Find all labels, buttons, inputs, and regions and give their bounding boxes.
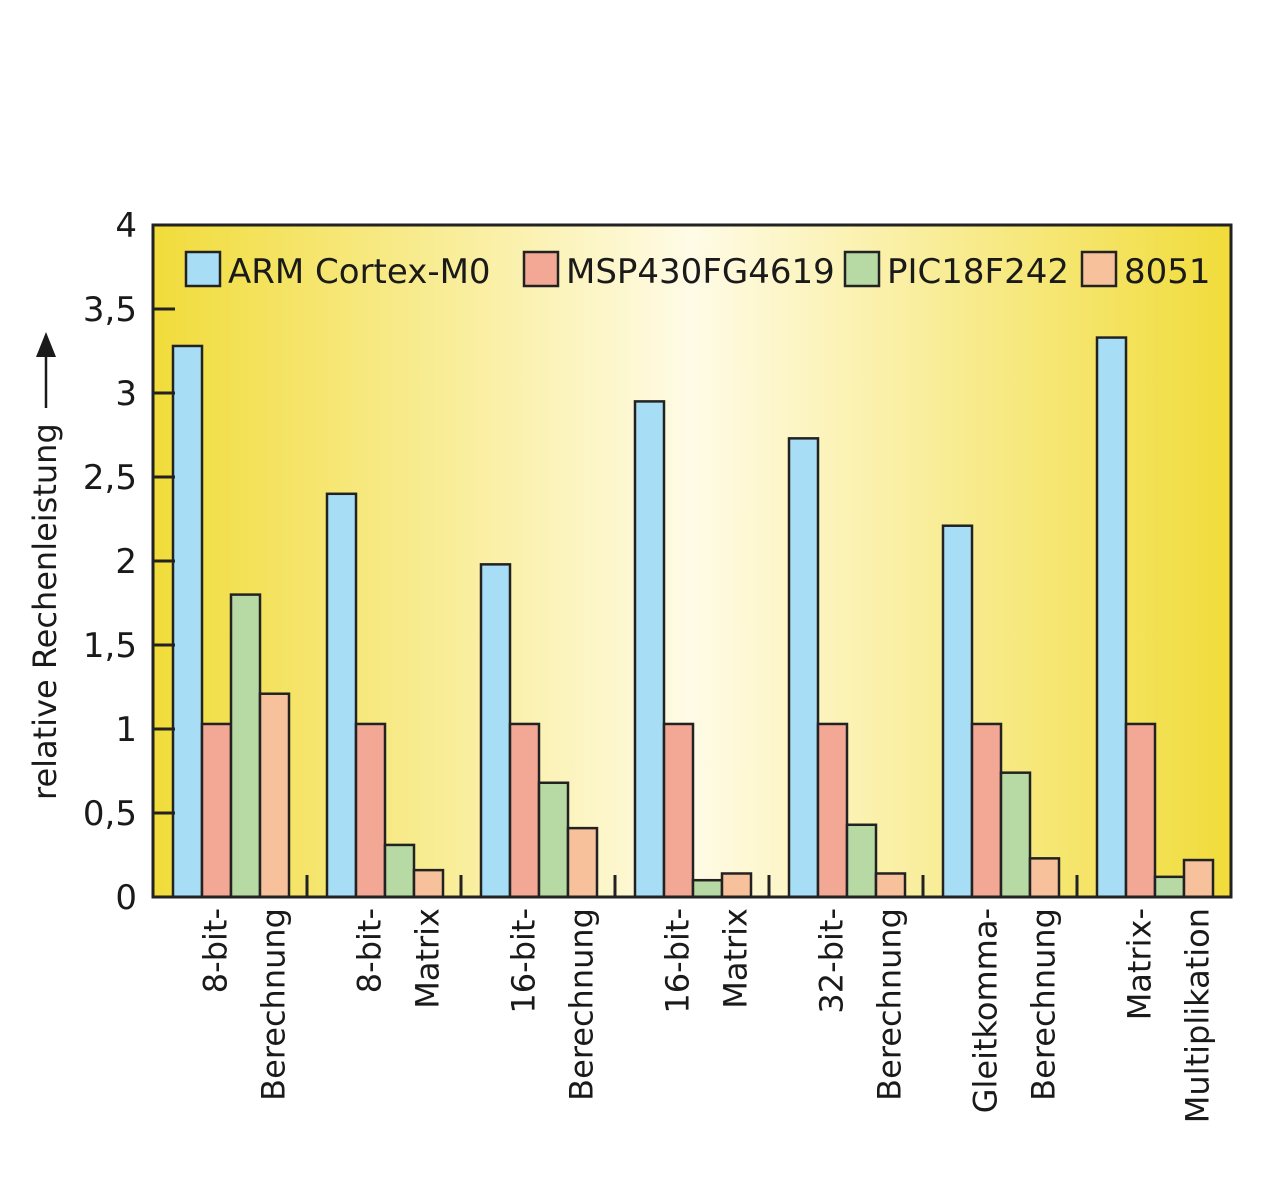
- y-tick-label: 3: [115, 374, 137, 414]
- bar-4-5: [874, 872, 907, 899]
- x-category-label: Matrix: [409, 908, 447, 1009]
- bar-4-6: [1028, 857, 1061, 899]
- y-tick-label: 2: [115, 542, 137, 582]
- x-category-label: 8-bit-: [351, 908, 389, 993]
- y-axis-arrow-head: [36, 332, 56, 357]
- bar-3-7: [1153, 875, 1186, 899]
- y-tick-label: 1,5: [83, 626, 137, 666]
- bar-1-2: [325, 492, 358, 899]
- bar-4-1: [258, 692, 291, 899]
- x-category-label: Berechnung: [255, 908, 293, 1101]
- legend-label: MSP430FG4619: [566, 252, 835, 292]
- bar-1-4: [633, 400, 666, 899]
- legend-swatch: [184, 250, 222, 288]
- bar-4-7: [1182, 858, 1215, 899]
- bar-1-3: [479, 563, 512, 899]
- bar-2-1: [200, 722, 233, 899]
- x-category-label: Berechnung: [1025, 908, 1063, 1101]
- bar-2-7: [1124, 722, 1157, 899]
- x-category-label: Berechnung: [871, 908, 909, 1101]
- legend: ARM Cortex-M0 MSP430FG4619 PIC18F242 8051: [184, 250, 1211, 292]
- y-axis-title: relative Rechenleistung: [26, 423, 64, 800]
- x-category-label: 32-bit-: [813, 908, 851, 1014]
- x-category-label: 8-bit-: [197, 908, 235, 993]
- bar-3-2: [383, 843, 416, 899]
- bar-3-4: [691, 878, 724, 899]
- y-tick-label: 4: [115, 206, 137, 246]
- legend-swatch: [1080, 250, 1118, 288]
- y-tick-label: 2,5: [83, 458, 137, 498]
- y-tick-label: 0,5: [83, 794, 137, 834]
- bar-1-5: [787, 437, 820, 899]
- x-category-label: Matrix-: [1121, 908, 1159, 1020]
- bar-2-6: [970, 722, 1003, 899]
- y-tick-label: 0: [115, 878, 137, 918]
- x-category-label: Matrix: [717, 908, 755, 1009]
- bar-1-1: [171, 344, 204, 899]
- x-category-label: Berechnung: [563, 908, 601, 1101]
- bar-3-3: [537, 781, 570, 899]
- legend-label: PIC18F242: [887, 252, 1069, 292]
- legend-label: 8051: [1124, 252, 1211, 292]
- legend-label: ARM Cortex-M0: [228, 252, 491, 292]
- bar-3-5: [845, 823, 878, 899]
- bar-4-4: [720, 872, 753, 899]
- bar-3-6: [999, 771, 1032, 899]
- y-tick-label: 1: [115, 710, 137, 750]
- bar-1-6: [941, 524, 974, 899]
- legend-swatch: [843, 250, 881, 288]
- x-category-label: Multiplikation: [1179, 908, 1217, 1123]
- bar-2-2: [354, 722, 387, 899]
- x-category-label: 16-bit-: [659, 908, 697, 1014]
- plot-frame: [151, 223, 1233, 899]
- y-tick-label: 3,5: [83, 290, 137, 330]
- x-category-label: 16-bit-: [505, 908, 543, 1014]
- bar-2-4: [662, 722, 695, 899]
- bar-4-3: [566, 826, 599, 899]
- bar-2-3: [508, 722, 541, 899]
- legend-swatch: [522, 250, 560, 288]
- bar-1-7: [1095, 336, 1128, 899]
- x-category-label: Gleitkomma-: [967, 908, 1005, 1113]
- bar-4-2: [412, 868, 445, 899]
- bar-2-5: [816, 722, 849, 899]
- bar-3-1: [229, 593, 262, 899]
